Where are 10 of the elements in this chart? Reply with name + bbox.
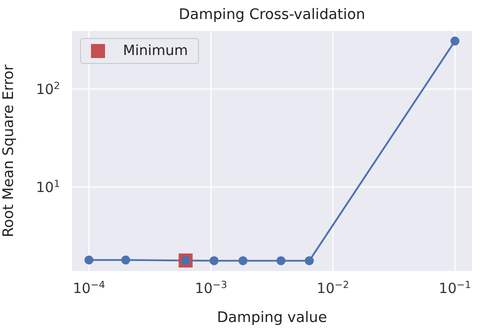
x-tick-label: 10$^{−2}$ xyxy=(316,280,350,297)
x-axis-title: Damping value xyxy=(216,310,328,326)
x-tick-label: 10$^{−4}$ xyxy=(72,280,106,297)
x-tick-label: 10$^{−1}$ xyxy=(438,280,472,297)
legend-label: Minimum xyxy=(123,43,188,59)
y-tick-label: 10$^{2}$ xyxy=(36,80,60,98)
y-tick-label: 10$^{1}$ xyxy=(36,178,60,196)
x-tick-label: 10$^{−3}$ xyxy=(194,280,228,297)
chart-title: Damping Cross-validation xyxy=(178,7,366,23)
y-axis-title: Root Mean Square Error xyxy=(1,64,18,238)
